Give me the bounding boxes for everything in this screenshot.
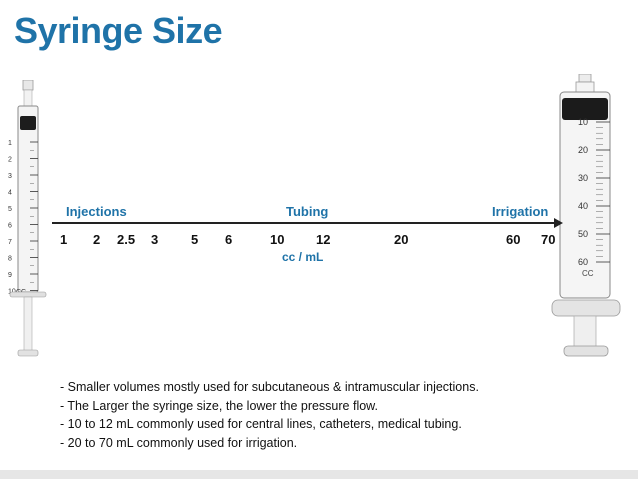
- graduation-label: 6: [8, 223, 12, 230]
- large-syringe-unit: CC: [582, 269, 594, 278]
- bottom-rule: [0, 470, 638, 479]
- small-syringe-plunger-top: [22, 80, 34, 91]
- scale-axis-line: [52, 222, 557, 224]
- graduation-label: 20: [578, 145, 588, 155]
- graduation-label: 3: [8, 173, 12, 180]
- large-syringe-barrel: [559, 91, 611, 299]
- note-item: - 10 to 12 mL commonly used for central …: [60, 417, 462, 431]
- graduation-label: 2: [8, 157, 12, 164]
- size-label-3: 3: [151, 232, 159, 247]
- graduation-label: 1: [8, 140, 12, 147]
- size-label-10: 10: [270, 232, 285, 247]
- category-injections: Injections: [66, 204, 127, 219]
- large-syringe-image: 10 20 30 40 50 60 CC: [551, 74, 621, 357]
- category-tubing: Tubing: [286, 204, 329, 219]
- page-title: Syringe Size: [14, 10, 223, 51]
- large-syringe-tip: [578, 74, 592, 83]
- graduation-label: 8: [8, 256, 12, 263]
- unit-label: cc / mL: [282, 250, 324, 264]
- small-syringe-barrel: [17, 105, 39, 293]
- graduation-label: 9: [8, 272, 12, 279]
- large-syringe-flange: [551, 299, 621, 317]
- small-syringe-stopper: [20, 116, 36, 130]
- graduation-label: 5: [8, 206, 12, 213]
- graduation-label: 50: [578, 229, 588, 239]
- graduation-label: 10: [578, 117, 588, 127]
- large-syringe-plunger: [573, 315, 597, 349]
- size-label-6: 6: [225, 232, 233, 247]
- small-syringe-plunger-rod: [23, 89, 33, 109]
- note-item: - The Larger the syringe size, the lower…: [60, 398, 378, 413]
- category-irrigation: Irrigation: [492, 204, 549, 219]
- small-syringe-handle: [23, 296, 33, 354]
- size-label-12: 12: [316, 232, 331, 247]
- size-label-1: 1: [60, 232, 68, 247]
- graduation-label: 40: [578, 201, 588, 211]
- notes-list: - Smaller volumes mostly used for subcut…: [60, 378, 479, 452]
- large-syringe-stopper: [562, 98, 608, 120]
- large-syringe-thumb-rest: [563, 345, 609, 357]
- size-label-2-5: 2.5: [117, 232, 136, 247]
- graduation-label: 60: [578, 257, 588, 267]
- large-syringe-graduations: 10 20 30 40 50 60: [578, 117, 610, 267]
- small-syringe-flange: [9, 291, 47, 298]
- note-item: - Smaller volumes mostly used for subcut…: [60, 380, 479, 394]
- size-label-60: 60: [506, 232, 521, 247]
- size-label-2: 2: [93, 232, 101, 247]
- size-label-20: 20: [394, 232, 409, 247]
- size-label-5: 5: [191, 232, 199, 247]
- graduation-label: 30: [578, 173, 588, 183]
- graduation-label: 7: [8, 239, 12, 246]
- note-item: - 20 to 70 mL commonly used for irrigati…: [60, 435, 298, 450]
- graduation-label: 4: [8, 190, 12, 197]
- small-syringe-thumb-rest: [17, 349, 39, 357]
